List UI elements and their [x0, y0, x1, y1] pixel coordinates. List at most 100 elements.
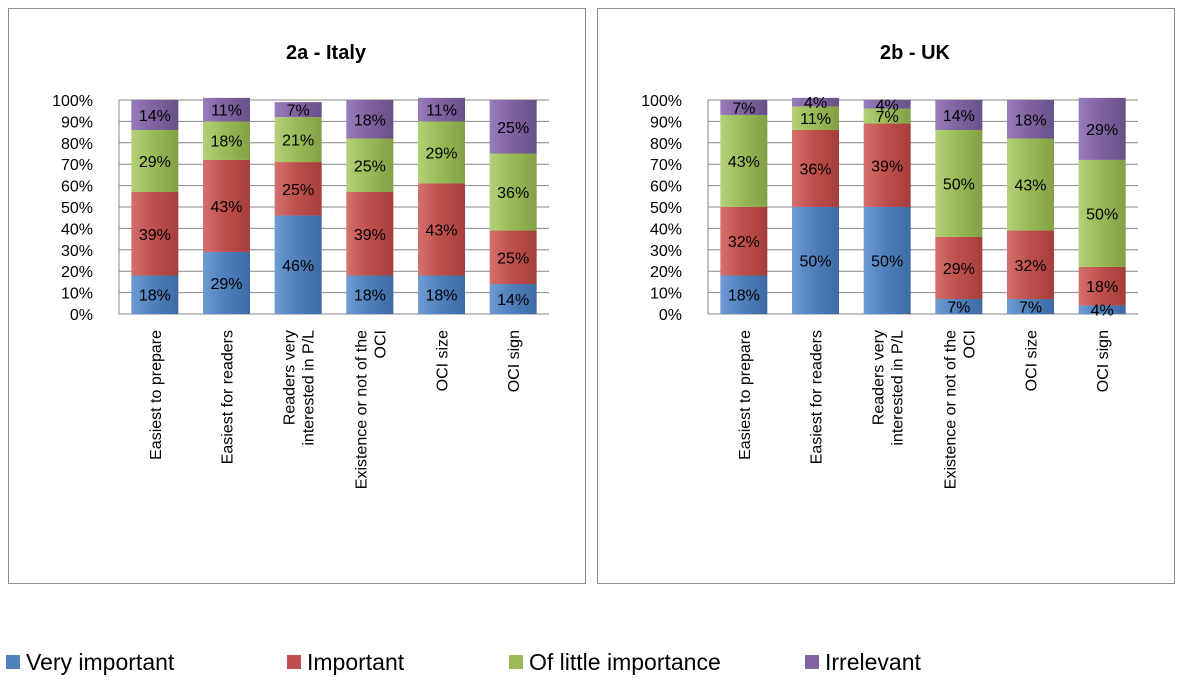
bar-important — [863, 123, 911, 207]
data-label: 46% — [282, 258, 314, 275]
chart-panel-uk: 2b - UK 0% 10% 20% 30% 40% 50% 60% 70% 80% 90% 100%… — [597, 8, 1175, 584]
legend: Very important Important Of little impor… — [0, 646, 1203, 678]
y-tick-label: 20% — [61, 264, 93, 281]
data-label: 4% — [804, 95, 827, 112]
y-tick-label: 100% — [641, 93, 682, 110]
legend-label-important: Important — [307, 648, 405, 675]
data-label: 14% — [139, 108, 171, 125]
x-tick-label: OCI size — [435, 330, 452, 391]
bar-irrelevant — [346, 100, 394, 139]
bar-important — [489, 230, 537, 285]
bar-irrelevant — [935, 100, 983, 130]
data-label: 18% — [139, 288, 171, 305]
data-label: 36% — [497, 185, 529, 202]
legend-swatch-very-important — [6, 655, 20, 669]
data-label: 18% — [354, 112, 386, 129]
data-label: 21% — [282, 133, 314, 150]
bar-important — [1007, 230, 1054, 300]
data-label: 29% — [425, 145, 457, 162]
data-label: 29% — [210, 276, 242, 293]
data-label: 50% — [943, 176, 975, 193]
data-label: 18% — [425, 288, 457, 305]
y-tick-label: 60% — [61, 179, 93, 196]
bar-of-little-importance — [418, 121, 465, 184]
data-label: 14% — [497, 292, 529, 309]
x-tick-label: interested in P/L — [301, 330, 318, 446]
data-label: 50% — [799, 254, 831, 271]
legend-swatch-irrelevant — [805, 655, 819, 669]
x-tick-label: Existence or not of the — [942, 330, 959, 489]
y-tick-label: 10% — [650, 286, 682, 303]
data-label: 4% — [1091, 303, 1114, 320]
data-label: 25% — [282, 182, 314, 199]
bar-important — [131, 192, 179, 276]
x-tick-label: OCI — [961, 330, 978, 358]
bar-of-little-importance — [1007, 138, 1054, 231]
y-tick-label: 40% — [650, 221, 682, 238]
bar-of-little-importance — [346, 138, 394, 193]
legend-label-of-little-importance: Of little importance — [529, 648, 721, 675]
bar-very-important — [418, 275, 465, 314]
bar-very-important — [863, 207, 911, 314]
x-tick-label: Easiest for readers — [220, 330, 237, 464]
data-label: 11% — [211, 103, 242, 120]
legend-item-irrelevant: Irrelevant — [805, 646, 921, 678]
bar-important — [274, 162, 322, 216]
chart-title: 2a - Italy — [286, 42, 367, 64]
data-label: 29% — [943, 261, 975, 278]
chart-panel-italy: 2a - Italy 0% 10% 20% 30% 40% 50% 60% 70% 80% 90% 1… — [8, 8, 586, 584]
y-tick-label: 80% — [61, 136, 93, 153]
data-label: 32% — [728, 234, 760, 251]
bar-important — [1078, 266, 1126, 306]
y-tick-label: 100% — [52, 93, 93, 110]
bar-very-important — [1078, 305, 1126, 314]
data-label: 39% — [354, 227, 386, 244]
bar-important — [418, 183, 465, 276]
bar-of-little-importance — [131, 129, 179, 193]
x-tick-label: OCI sign — [506, 330, 523, 392]
data-label: 18% — [210, 134, 242, 151]
bar-irrelevant — [418, 97, 465, 122]
data-label: 43% — [728, 154, 760, 171]
legend-item-important: Important — [287, 646, 404, 678]
data-label: 7% — [876, 109, 899, 126]
data-label: 18% — [1086, 279, 1118, 296]
x-tick-label: Easiest to prepare — [148, 330, 165, 460]
data-label: 11% — [800, 111, 831, 128]
y-tick-label: 10% — [61, 286, 93, 303]
bar-irrelevant — [489, 100, 537, 154]
legend-item-of-little-importance: Of little importance — [509, 646, 721, 678]
bar-very-important — [131, 275, 179, 314]
bar-irrelevant — [792, 97, 839, 107]
x-tick-label: Easiest to prepare — [737, 330, 754, 460]
bar-important — [203, 159, 250, 252]
data-label: 18% — [728, 288, 760, 305]
data-label: 32% — [1014, 258, 1046, 275]
data-label: 7% — [732, 100, 755, 117]
data-label: 7% — [287, 103, 310, 120]
y-tick-label: 20% — [650, 264, 682, 281]
bar-very-important — [792, 207, 839, 314]
legend-label-very-important: Very important — [26, 648, 175, 675]
y-tick-label: 80% — [650, 136, 682, 153]
bar-very-important — [346, 275, 394, 314]
bar-irrelevant — [274, 102, 322, 118]
y-tick-label: 90% — [650, 114, 682, 131]
data-label: 43% — [210, 199, 242, 216]
bar-very-important — [1007, 299, 1054, 314]
y-tick-label: 50% — [650, 200, 682, 217]
y-tick-label: 40% — [61, 221, 93, 238]
bar-very-important — [203, 251, 250, 314]
bar-irrelevant — [203, 97, 250, 122]
chart-uk: 2b - UK 0% 10% 20% 30% 40% 50% 60% 70% 80% 90% 100%… — [641, 42, 1138, 489]
x-tick-label: OCI sign — [1095, 330, 1112, 392]
y-tick-label: 90% — [61, 114, 93, 131]
bar-of-little-importance — [863, 108, 911, 124]
bar-important — [720, 207, 768, 276]
legend-label-irrelevant: Irrelevant — [825, 648, 921, 675]
y-tick-label: 70% — [650, 157, 682, 174]
bar-of-little-importance — [935, 129, 983, 237]
data-label: 14% — [943, 108, 975, 125]
legend-item-very-important: Very important — [6, 646, 174, 678]
bar-irrelevant — [720, 100, 768, 115]
